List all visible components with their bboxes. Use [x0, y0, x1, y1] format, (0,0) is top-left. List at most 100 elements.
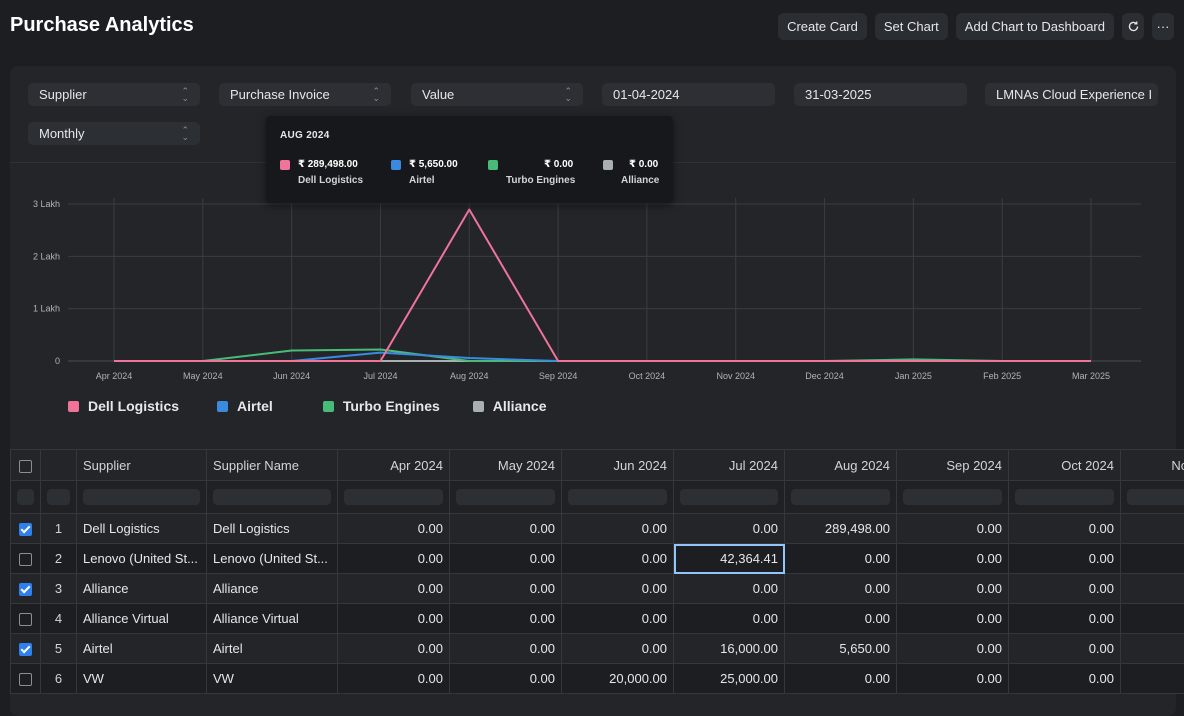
column-header[interactable]: Oct 2024: [1009, 450, 1121, 481]
value-cell[interactable]: 0.00: [897, 604, 1009, 634]
column-header[interactable]: Aug 2024: [785, 450, 897, 481]
row-checkbox-cell[interactable]: [11, 604, 41, 634]
value-cell[interactable]: 0.00: [450, 514, 562, 544]
value-cell[interactable]: 0.00: [785, 604, 897, 634]
range-select[interactable]: Monthly ⌃⌄: [28, 122, 200, 145]
filter-input[interactable]: [568, 489, 667, 505]
supplier-name-cell[interactable]: Lenovo (United St...: [207, 544, 338, 574]
value-cell[interactable]: 25,000.00: [674, 664, 785, 694]
add-chart-to-dashboard-button[interactable]: Add Chart to Dashboard: [956, 13, 1114, 40]
value-cell[interactable]: 0.00: [1009, 634, 1121, 664]
value-cell[interactable]: 0.00: [338, 514, 450, 544]
value-cell[interactable]: [1121, 634, 1184, 664]
column-header[interactable]: No: [1121, 450, 1184, 481]
value-cell[interactable]: [1121, 544, 1184, 574]
supplier-name-cell[interactable]: Airtel: [207, 634, 338, 664]
legend-item[interactable]: Dell Logistics: [68, 398, 179, 414]
filter-input[interactable]: [213, 489, 331, 505]
supplier-cell[interactable]: Lenovo (United St...: [77, 544, 207, 574]
column-header[interactable]: Supplier: [77, 450, 207, 481]
row-checkbox[interactable]: [19, 643, 32, 656]
value-cell[interactable]: 0.00: [450, 604, 562, 634]
value-cell[interactable]: 0.00: [338, 604, 450, 634]
value-cell[interactable]: 0.00: [338, 574, 450, 604]
value-cell[interactable]: 20,000.00: [562, 664, 674, 694]
filter-input[interactable]: [456, 489, 555, 505]
filter-input[interactable]: [1127, 489, 1184, 505]
value-cell[interactable]: 0.00: [897, 544, 1009, 574]
value-cell[interactable]: 0.00: [1009, 514, 1121, 544]
value-cell[interactable]: 0.00: [562, 634, 674, 664]
legend-item[interactable]: Turbo Engines: [323, 398, 440, 414]
value-quantity-select[interactable]: Value ⌃⌄: [411, 83, 583, 106]
value-cell[interactable]: 0.00: [450, 634, 562, 664]
value-cell[interactable]: 0.00: [785, 574, 897, 604]
legend-item[interactable]: Alliance: [473, 398, 547, 414]
value-cell[interactable]: 0.00: [897, 574, 1009, 604]
value-cell[interactable]: 0.00: [674, 514, 785, 544]
row-checkbox-cell[interactable]: [11, 544, 41, 574]
column-header[interactable]: May 2024: [450, 450, 562, 481]
row-checkbox[interactable]: [19, 553, 32, 566]
doc-type-select[interactable]: Purchase Invoice ⌃⌄: [219, 83, 391, 106]
supplier-name-cell[interactable]: Dell Logistics: [207, 514, 338, 544]
column-header[interactable]: Jun 2024: [562, 450, 674, 481]
filter-input[interactable]: [903, 489, 1002, 505]
supplier-cell[interactable]: Airtel: [77, 634, 207, 664]
to-date-input[interactable]: 31-03-2025: [794, 83, 967, 106]
from-date-input[interactable]: 01-04-2024: [602, 83, 775, 106]
supplier-cell[interactable]: VW: [77, 664, 207, 694]
value-cell[interactable]: 0.00: [338, 544, 450, 574]
value-cell[interactable]: [1121, 664, 1184, 694]
supplier-name-cell[interactable]: Alliance: [207, 574, 338, 604]
value-cell[interactable]: 0.00: [562, 574, 674, 604]
row-checkbox-cell[interactable]: [11, 514, 41, 544]
value-cell[interactable]: 0.00: [562, 514, 674, 544]
column-header[interactable]: Supplier Name: [207, 450, 338, 481]
value-cell[interactable]: 5,650.00: [785, 634, 897, 664]
value-cell[interactable]: 0.00: [1009, 544, 1121, 574]
refresh-button[interactable]: [1122, 13, 1144, 40]
column-header[interactable]: Jul 2024: [674, 450, 785, 481]
filter-input[interactable]: [791, 489, 890, 505]
row-checkbox[interactable]: [19, 613, 32, 626]
create-card-button[interactable]: Create Card: [778, 13, 867, 40]
value-cell[interactable]: 289,498.00: [785, 514, 897, 544]
filter-input[interactable]: [680, 489, 778, 505]
value-cell[interactable]: [1121, 604, 1184, 634]
value-cell[interactable]: 16,000.00: [674, 634, 785, 664]
value-cell[interactable]: [1121, 574, 1184, 604]
filter-input[interactable]: [344, 489, 443, 505]
value-cell[interactable]: 0.00: [338, 664, 450, 694]
value-cell[interactable]: 0.00: [785, 544, 897, 574]
select-all-checkbox[interactable]: [19, 460, 32, 473]
value-cell[interactable]: 0.00: [674, 604, 785, 634]
company-input[interactable]: LMNAs Cloud Experience I: [985, 83, 1158, 106]
supplier-cell[interactable]: Dell Logistics: [77, 514, 207, 544]
select-all-checkbox-cell[interactable]: [11, 450, 41, 481]
value-cell[interactable]: 0.00: [897, 664, 1009, 694]
row-checkbox[interactable]: [19, 673, 32, 686]
value-cell[interactable]: 0.00: [1009, 574, 1121, 604]
filter-input[interactable]: [83, 489, 200, 505]
filter-input[interactable]: [47, 489, 70, 505]
row-checkbox-cell[interactable]: [11, 664, 41, 694]
more-options-button[interactable]: ···: [1152, 13, 1174, 40]
legend-item[interactable]: Airtel: [217, 398, 273, 414]
filter-input[interactable]: [1015, 489, 1114, 505]
row-checkbox-cell[interactable]: [11, 634, 41, 664]
value-cell[interactable]: 0.00: [450, 544, 562, 574]
value-cell[interactable]: [1121, 514, 1184, 544]
supplier-cell[interactable]: Alliance Virtual: [77, 604, 207, 634]
row-checkbox[interactable]: [19, 523, 32, 536]
value-cell[interactable]: 0.00: [785, 664, 897, 694]
row-checkbox-cell[interactable]: [11, 574, 41, 604]
value-cell[interactable]: 0.00: [674, 574, 785, 604]
set-chart-button[interactable]: Set Chart: [875, 13, 948, 40]
row-checkbox[interactable]: [19, 583, 32, 596]
